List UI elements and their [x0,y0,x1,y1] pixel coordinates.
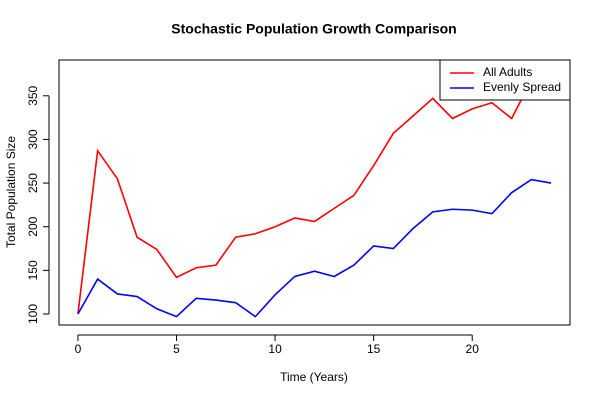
y-tick-label: 250 [26,173,40,193]
line-series [77,68,552,315]
y-tick-label: 200 [26,216,40,236]
chart-title: Stochastic Population Growth Comparison [171,21,456,37]
y-tick-label: 350 [26,85,40,105]
y-tick-label: 150 [26,260,40,280]
x-tick-label: 20 [466,342,480,356]
y-axis-label: Total Population Size [4,136,18,248]
line-series [77,178,552,318]
x-tick-label: 0 [75,342,82,356]
legend-box [439,59,571,101]
x-tick-label: 10 [268,342,282,356]
x-tick-label: 15 [367,342,381,356]
x-tick-label: 5 [173,342,180,356]
plot-frame [58,59,571,326]
legend-label: Evenly Spread [483,80,561,94]
y-tick-label: 100 [26,304,40,324]
x-axis-label: Time (Years) [280,370,348,384]
legend-label: All Adults [483,65,532,79]
y-tick-label: 300 [26,129,40,149]
